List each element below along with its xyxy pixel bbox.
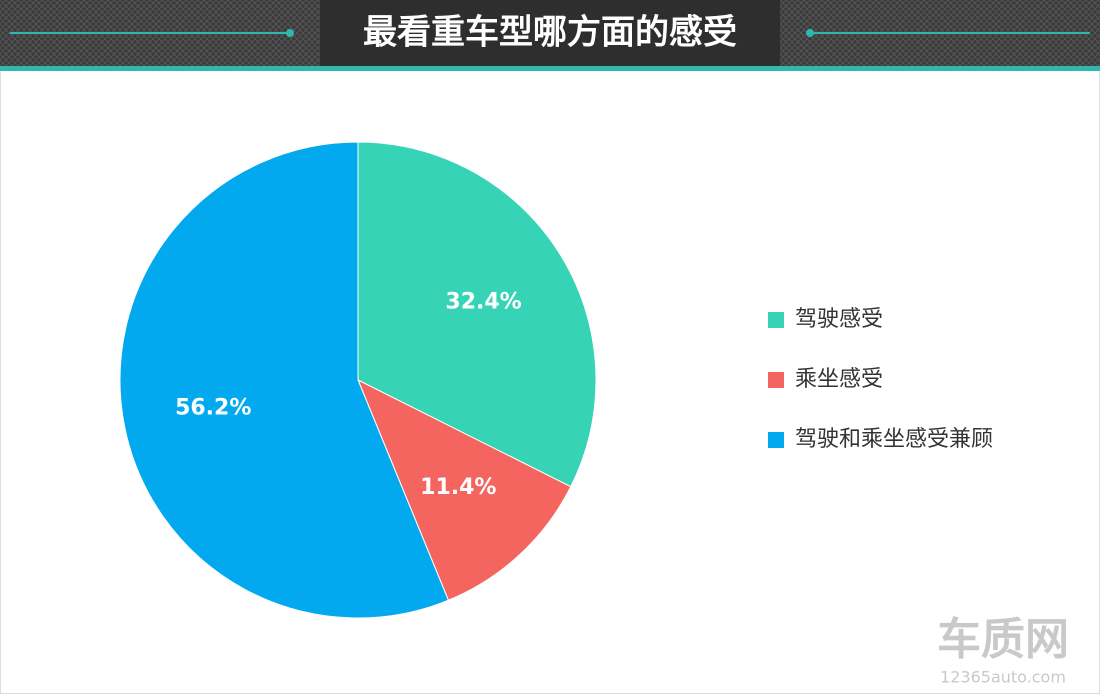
data-label: 32.4% bbox=[445, 290, 521, 315]
legend-swatch bbox=[768, 312, 784, 328]
pie-slice bbox=[357, 378, 572, 601]
watermark-logo: 车质网 bbox=[937, 614, 1069, 665]
legend-label: 驾驶和乘坐感受兼顾 bbox=[795, 427, 993, 452]
legend-label: 驾驶感受 bbox=[795, 307, 883, 332]
header-dot bbox=[286, 29, 294, 37]
chart-title: 最看重车型哪方面的感受 bbox=[363, 13, 737, 53]
title-box bbox=[320, 0, 780, 66]
header-rule bbox=[0, 66, 1100, 71]
legend-swatch bbox=[768, 372, 784, 388]
data-label: 56.2% bbox=[175, 396, 251, 421]
header-dot bbox=[806, 29, 814, 37]
pie-slice bbox=[357, 141, 597, 488]
watermark-url: 12365auto.com bbox=[940, 668, 1066, 687]
data-label: 11.4% bbox=[420, 475, 496, 500]
legend-label: 乘坐感受 bbox=[795, 367, 883, 392]
pie-slice bbox=[119, 141, 450, 619]
legend-swatch bbox=[768, 432, 784, 448]
